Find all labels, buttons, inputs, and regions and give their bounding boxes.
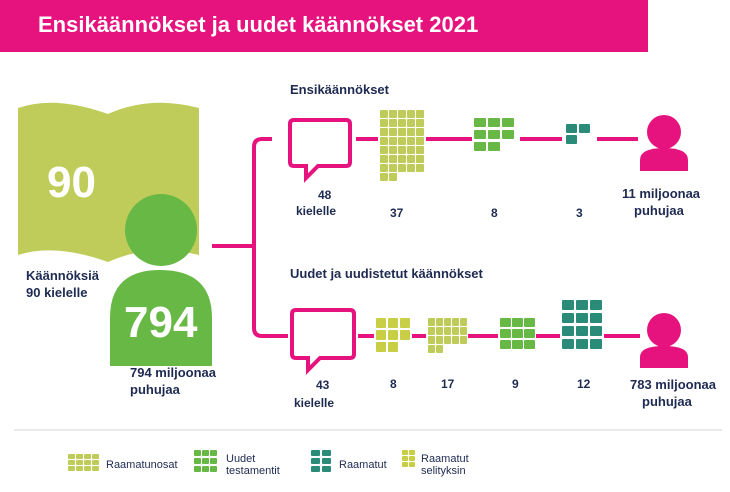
book-stack-icon-bottom-bibles xyxy=(562,300,602,349)
book-label-line1: Käännöksiä xyxy=(26,268,99,283)
legend-bibles-icon xyxy=(311,450,331,472)
legend-new-testaments-line1: Uudet xyxy=(226,453,256,465)
book-stack-icon-top-new-testaments xyxy=(474,118,514,151)
bottom-speakers-line1: 783 miljoonaa xyxy=(630,377,716,392)
book-stack-icon-bottom-study-bibles xyxy=(376,318,410,352)
legend-portions-icon xyxy=(68,454,99,471)
top-speakers-line1: 11 miljoonaa xyxy=(622,186,701,201)
bottom-new-testaments-count: 9 xyxy=(512,377,519,391)
top-languages-label: kielelle xyxy=(296,204,337,218)
top-bibles-count: 3 xyxy=(576,206,583,220)
page-title: Ensikäännökset ja uudet käännökset 2021 xyxy=(38,12,479,37)
person-label-line1: 794 miljoonaa xyxy=(130,365,216,380)
book-stacks xyxy=(376,110,602,353)
bracket-connector xyxy=(212,137,288,338)
person-number: 794 xyxy=(124,298,198,347)
speech-bubble-icon-top xyxy=(288,118,352,183)
person-icon-bottom xyxy=(640,313,688,368)
header-banner xyxy=(0,0,648,52)
person-icon-top xyxy=(640,115,688,171)
book-label-line2: 90 kielelle xyxy=(26,285,88,300)
top-portions-count: 37 xyxy=(390,206,404,220)
person-label-line2: puhujaa xyxy=(130,382,180,397)
legend-new-testaments-line2: testamentit xyxy=(226,465,280,477)
person-icon-large xyxy=(110,194,212,366)
bottom-languages-count: 43 xyxy=(316,378,330,392)
book-number: 90 xyxy=(47,158,96,207)
top-heading: Ensikäännökset xyxy=(290,82,389,97)
legend-study-bibles-line2: selityksin xyxy=(421,465,466,477)
legend-study-bibles-icon xyxy=(402,450,415,467)
book-stack-icon-top-portions xyxy=(380,110,424,181)
legend-portions-label: Raamatunosat xyxy=(106,459,178,471)
top-new-testaments-count: 8 xyxy=(491,206,498,220)
bottom-heading: Uudet ja uudistetut käännökset xyxy=(290,266,483,281)
top-languages-count: 48 xyxy=(318,188,332,202)
legend-new-testaments-icon xyxy=(194,450,217,472)
bottom-study-bibles-count: 8 xyxy=(390,377,397,391)
bottom-bibles-count: 12 xyxy=(577,377,591,391)
legend-bibles-label: Raamatut xyxy=(339,459,387,471)
legend-study-bibles-line1: Raamatut xyxy=(421,453,469,465)
bottom-languages-label: kielelle xyxy=(294,396,335,410)
book-stack-icon-top-bibles xyxy=(566,124,590,144)
bottom-speakers-line2: puhujaa xyxy=(642,394,692,409)
bottom-portions-count: 17 xyxy=(441,377,455,391)
top-speakers-line2: puhujaa xyxy=(634,203,684,218)
speech-bubble-icon-bottom xyxy=(290,308,356,375)
book-stack-icon-bottom-portions xyxy=(428,318,467,353)
legend-icons xyxy=(68,450,415,472)
book-stack-icon-bottom-new-testaments xyxy=(500,318,535,349)
